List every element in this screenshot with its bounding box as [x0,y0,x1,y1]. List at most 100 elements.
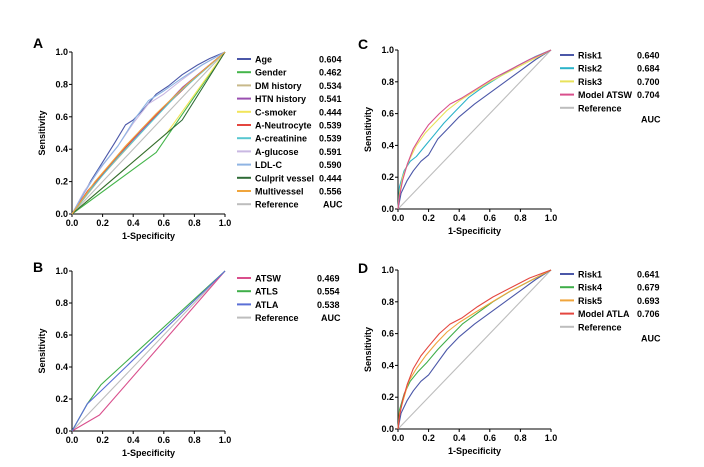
legend-label-a-neutrocyte: A-Neutrocyte [255,121,312,131]
panel-label-b: B [33,259,43,275]
legend-auc-htn-history: 0.541 [319,94,342,104]
legend-label-reference: Reference [255,313,299,323]
x-tick-label: 0.2 [96,435,109,445]
y-axis-label: Sensitivity [37,110,47,155]
legend-label-risk1: Risk1 [578,51,602,61]
x-tick-label: 0.0 [66,218,79,228]
legend-auc-atls: 0.554 [317,287,340,297]
panel-b: B 0.0 0.2 0.4 0.6 0.8 1.0 0.0 0.2 0.4 0.6 0.8 1.0 1-S… [33,259,341,458]
x-tick-label: 0.8 [514,213,527,223]
legend-auc-a-glucose: 0.591 [319,147,342,157]
y-tick-label: 0.4 [381,360,394,370]
x-axis-label: 1-Specificity [448,446,501,456]
x-tick-label: 0.4 [127,435,140,445]
legend-auc-culprit-vessel: 0.444 [319,173,342,183]
x-tick-label: 0.2 [422,213,435,223]
x-tick-label: 1.0 [545,213,558,223]
y-tick-label: 0.0 [55,209,68,219]
legend-label-reference: Reference [578,103,622,113]
y-tick-label: 0.0 [55,426,68,436]
legend-label-ldl-c: LDL-C [255,160,282,170]
x-tick-label: 0.8 [188,218,201,228]
legend-auc-risk5: 0.693 [637,296,660,306]
y-tick-label: 0.2 [55,394,68,404]
legend-auc-gender: 0.462 [319,68,342,78]
legend-auc-header: AUC [641,114,661,124]
y-tick-label: 0.6 [55,112,68,122]
legend-auc-atla: 0.538 [317,300,340,310]
legend-label-htn-history: HTN history [255,94,306,104]
x-tick-label: 0.6 [158,435,171,445]
y-axis-label: Sensitivity [363,107,373,152]
y-tick-label: 0.0 [381,204,394,214]
y-tick-label: 0.8 [55,298,68,308]
y-tick-label: 0.6 [55,330,68,340]
series-line-risk1 [397,49,552,210]
x-axis-label: 1-Specificity [448,226,501,236]
legend-auc-risk2: 0.684 [637,64,660,74]
legend-label-risk3: Risk3 [578,77,602,87]
series-line-risk1 [397,269,552,430]
series-line-ldl-c [71,51,226,215]
series-line-reference [397,269,552,430]
legend-label-reference: Reference [578,322,622,332]
y-tick-label: 0.4 [381,140,394,150]
x-tick-label: 1.0 [545,433,558,443]
legend-auc-a-creatinine: 0.539 [319,134,342,144]
x-axis-label: 1-Specificity [122,448,175,458]
series-line-multivessel [71,51,226,215]
series-line-gender [71,51,226,215]
legend-label-dm-history: DM history [255,81,302,91]
y-axis-label: Sensitivity [37,328,47,373]
y-tick-label: 1.0 [381,45,394,55]
legend-label-model-atla: Model ATLA [578,309,630,319]
x-tick-label: 0.6 [158,218,171,228]
series-line-risk5 [397,269,552,430]
legend-auc-risk1: 0.640 [637,51,660,61]
series-line-reference [71,270,226,432]
legend-label-gender: Gender [255,68,287,78]
x-tick-label: 0.6 [484,433,497,443]
x-tick-label: 0.2 [96,218,109,228]
x-tick-label: 0.8 [188,435,201,445]
legend-label-risk1: Risk1 [578,270,602,280]
legend-auc-risk3: 0.700 [637,77,660,87]
legend-auc-atsw: 0.469 [317,274,340,284]
legend-auc-header: AUC [641,333,661,343]
x-tick-label: 0.6 [484,213,497,223]
y-tick-label: 0.4 [55,144,68,154]
x-axis-label: 1-Specificity [122,231,175,241]
x-tick-label: 0.4 [453,213,466,223]
panel-label-a: A [33,35,43,51]
legend-label-atsw: ATSW [255,274,281,284]
panel-label-c: C [358,36,368,52]
x-tick-label: 0.0 [392,213,405,223]
series-line-atsw [71,270,226,432]
series-line-model-atsw [397,49,552,210]
legend-auc-a-neutrocyte: 0.539 [319,121,342,131]
legend-auc-c-smoker: 0.444 [319,107,342,117]
y-tick-label: 0.6 [381,329,394,339]
panel-d: D 0.0 0.2 0.4 0.6 0.8 1.0 0.0 0.2 0.4 0.6 0.8 1.0 1-S… [358,260,661,456]
legend-auc-model-atsw: 0.704 [637,90,660,100]
legend-auc-dm-history: 0.534 [319,81,342,91]
legend-label-risk5: Risk5 [578,296,602,306]
legend-label-risk4: Risk4 [578,283,602,293]
legend-label-atla: ATLA [255,300,279,310]
x-tick-label: 0.4 [127,218,140,228]
legend-auc-header: AUC [323,200,343,210]
y-tick-label: 0.4 [55,362,68,372]
legend-label-model-atsw: Model ATSW [578,90,632,100]
legend-auc-model-atla: 0.706 [637,309,660,319]
legend-auc-ldl-c: 0.590 [319,160,342,170]
legend-label-c-smoker: C-smoker [255,107,297,117]
x-tick-label: 0.0 [66,435,79,445]
series-line-reference [71,51,226,215]
legend-label-multivessel: Multivessel [255,187,304,197]
x-tick-label: 1.0 [219,435,232,445]
y-tick-label: 0.8 [55,79,68,89]
y-axis-label: Sensitivity [363,327,373,372]
legend-label-a-creatinine: A-creatinine [255,134,307,144]
y-tick-label: 1.0 [55,266,68,276]
